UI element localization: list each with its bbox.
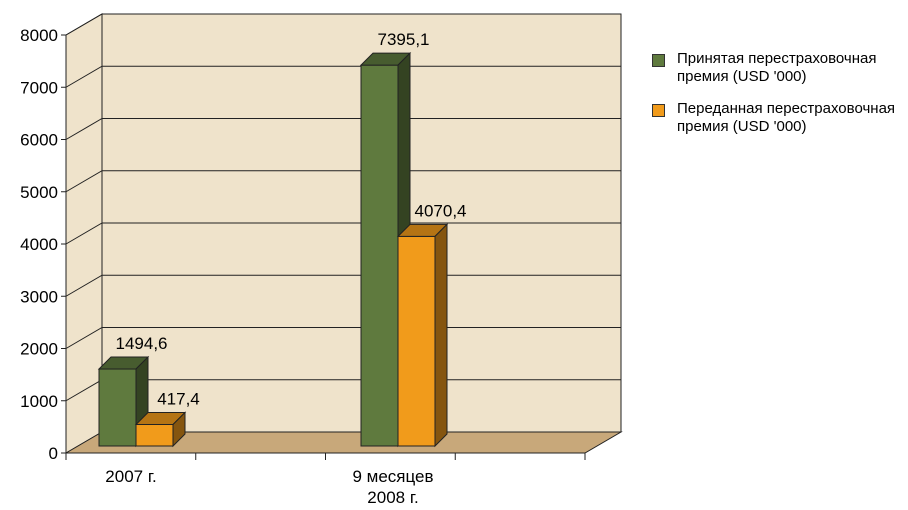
y-tick-label: 6000 (20, 131, 58, 150)
x-tick-label: 2007 г. (105, 467, 156, 486)
legend-label-ceded: Переданная перестраховочная премия (USD … (677, 100, 896, 135)
y-tick-label: 2000 (20, 340, 58, 359)
bar-front (98, 368, 137, 447)
bar-front (397, 235, 436, 447)
legend: Принятая перестраховочная премия (USD '0… (652, 50, 902, 150)
gridline (65, 274, 621, 297)
data-label: 4070,4 (415, 201, 467, 220)
y-tick-label: 4000 (20, 235, 58, 254)
y-tick-label: 3000 (20, 287, 58, 306)
x-tick-label: 9 месяцев (352, 467, 433, 486)
y-tick-label: 5000 (20, 183, 58, 202)
data-label: 7395,1 (378, 30, 430, 49)
y-tick-label: 8000 (20, 26, 58, 45)
legend-item-accepted: Принятая перестраховочная премия (USD '0… (652, 50, 902, 86)
gridline (65, 327, 621, 349)
bar-side (172, 411, 186, 448)
bar-side (434, 223, 448, 448)
data-label: 1494,6 (116, 334, 168, 353)
gridline (65, 170, 621, 193)
x-tick-label: 2008 г. (367, 488, 418, 507)
legend-swatch-accepted (652, 54, 665, 67)
legend-label-accepted: Принятая перестраховочная премия (USD '0… (677, 50, 877, 85)
bar-front (360, 64, 399, 447)
y-tick-label: 7000 (20, 78, 58, 97)
bar-front (135, 424, 174, 447)
gridline (65, 118, 621, 140)
y-tick-label: 0 (49, 444, 58, 463)
gridline (65, 222, 621, 245)
gridline (65, 65, 621, 88)
legend-item-ceded: Переданная перестраховочная премия (USD … (652, 100, 902, 136)
data-label: 417,4 (157, 390, 200, 409)
y-tick-label: 1000 (20, 392, 58, 411)
gridline (65, 13, 621, 36)
legend-swatch-ceded (652, 104, 665, 117)
